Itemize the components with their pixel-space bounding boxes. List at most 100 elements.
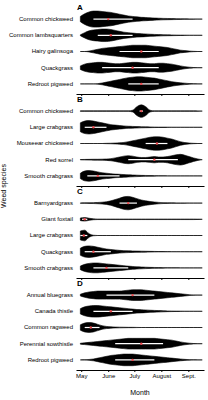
- y-tick-label: Large crabgrass: [30, 232, 73, 238]
- median: [156, 142, 158, 144]
- x-tick: [108, 94, 109, 96]
- y-tick: Quackgrass: [41, 65, 73, 71]
- x-axis-line: [77, 186, 205, 187]
- x-tick-mark: [188, 94, 189, 96]
- x-axis-line: [77, 94, 205, 95]
- x-axis-line: [77, 278, 205, 279]
- y-tick-label: Perennial sowthistle: [20, 341, 74, 347]
- median: [110, 310, 112, 312]
- violin: [80, 246, 202, 258]
- median: [131, 294, 133, 296]
- x-axis-line: [77, 370, 205, 371]
- x-axis: [77, 278, 205, 280]
- quartile-range: [85, 127, 107, 128]
- x-tick-mark: [161, 186, 162, 188]
- x-tick: June: [102, 370, 116, 379]
- y-tick: Smooth crabgrass: [24, 173, 73, 179]
- quartile-range: [115, 359, 154, 360]
- x-tick: [134, 186, 135, 188]
- x-tick-mark: [134, 370, 135, 372]
- x-tick-mark: [108, 370, 109, 372]
- x-tick-mark: [161, 278, 162, 280]
- quartile-range: [102, 67, 159, 68]
- violin: [80, 105, 202, 117]
- y-tick-label: Redroot pigweed: [28, 81, 73, 87]
- y-tick: Red sorrel: [45, 157, 73, 163]
- quartile-range: [87, 175, 119, 176]
- quartile-range: [106, 295, 154, 296]
- y-tick-label: Smooth crabgrass: [24, 265, 73, 271]
- median: [107, 18, 109, 20]
- x-tick-mark: [188, 186, 189, 188]
- quartile-range: [98, 35, 133, 36]
- violin: [80, 196, 202, 209]
- x-tick: August: [152, 370, 171, 379]
- y-tick: Quackgrass: [41, 249, 73, 255]
- quartile-range: [93, 19, 132, 20]
- x-tick-mark: [134, 94, 135, 96]
- plot-area: [80, 290, 202, 366]
- quartile-range: [146, 143, 168, 144]
- quartile-range: [80, 235, 87, 236]
- y-tick: Giant foxtail: [41, 216, 73, 222]
- y-tick: Barnyardgrass: [34, 200, 73, 206]
- x-tick: [188, 186, 189, 188]
- x-tick-mark: [188, 370, 189, 372]
- panel: Barnyardgrass Giant foxtail Large crabgras…: [24, 187, 204, 280]
- x-axis: MayJuneJulyAugustSept.: [76, 370, 204, 379]
- median: [90, 326, 92, 328]
- x-tick-mark: [161, 94, 162, 96]
- x-tick: [161, 94, 162, 96]
- quartile-range: [120, 51, 159, 52]
- x-tick-mark: [108, 186, 109, 188]
- y-tick-label: Barnyardgrass: [34, 200, 73, 206]
- figure: Common chickweedCommon lambsquartersHair…: [0, 0, 208, 400]
- x-tick: [188, 94, 189, 96]
- median: [110, 34, 112, 36]
- y-tick-label: Giant foxtail: [41, 216, 73, 222]
- violin: [80, 171, 202, 182]
- x-tick-label: May: [76, 373, 87, 379]
- plot-area: [80, 196, 202, 272]
- violin: [80, 306, 202, 318]
- violin: [80, 29, 202, 41]
- x-tick: [108, 278, 109, 280]
- x-axis: [77, 94, 205, 96]
- x-axis-title: Month: [130, 389, 150, 396]
- y-tick-label: Quackgrass: [41, 65, 73, 71]
- y-tick: Perennial sowthistle: [20, 341, 74, 347]
- violin: [80, 121, 202, 134]
- median: [127, 202, 129, 204]
- y-axis: Common chickweedLarge crabgrassMouseear …: [17, 108, 73, 179]
- violin: [80, 354, 202, 366]
- y-tick: Redroot pigweed: [28, 81, 73, 87]
- x-tick-mark: [134, 186, 135, 188]
- median: [140, 50, 142, 52]
- y-tick: Redroot pigweed: [28, 357, 73, 363]
- x-tick-mark: [108, 94, 109, 96]
- plot-area: [80, 105, 202, 181]
- x-tick: [134, 94, 135, 96]
- quartile-range: [115, 343, 163, 344]
- median: [140, 83, 142, 85]
- quartile-range: [120, 203, 137, 204]
- median: [84, 218, 86, 220]
- y-tick: Hairy galinsoga: [32, 48, 74, 54]
- quartile-range: [128, 159, 178, 160]
- x-tick: Sept.: [182, 370, 196, 379]
- x-tick-label: June: [102, 373, 116, 379]
- y-axis: Common chickweedCommon lambsquartersHair…: [9, 16, 74, 87]
- panel: MayJuneJulyAugustSept.Annual bluegrassCa…: [20, 279, 205, 379]
- violin: [80, 45, 202, 57]
- median: [140, 343, 142, 345]
- y-tick-label: Canada thistle: [35, 308, 74, 314]
- median: [92, 126, 94, 128]
- x-tick-mark: [188, 278, 189, 280]
- x-tick: [134, 278, 135, 280]
- violin: [80, 230, 202, 241]
- y-axis: Barnyardgrass Giant foxtail Large crabgras…: [24, 200, 73, 271]
- panel-title: D: [77, 279, 83, 288]
- y-tick-label: Common lambsquarters: [9, 32, 73, 38]
- y-axis: Annual bluegrassCanada thistleCommon rag…: [20, 292, 74, 363]
- y-tick-label: Large crabgrass: [30, 124, 73, 130]
